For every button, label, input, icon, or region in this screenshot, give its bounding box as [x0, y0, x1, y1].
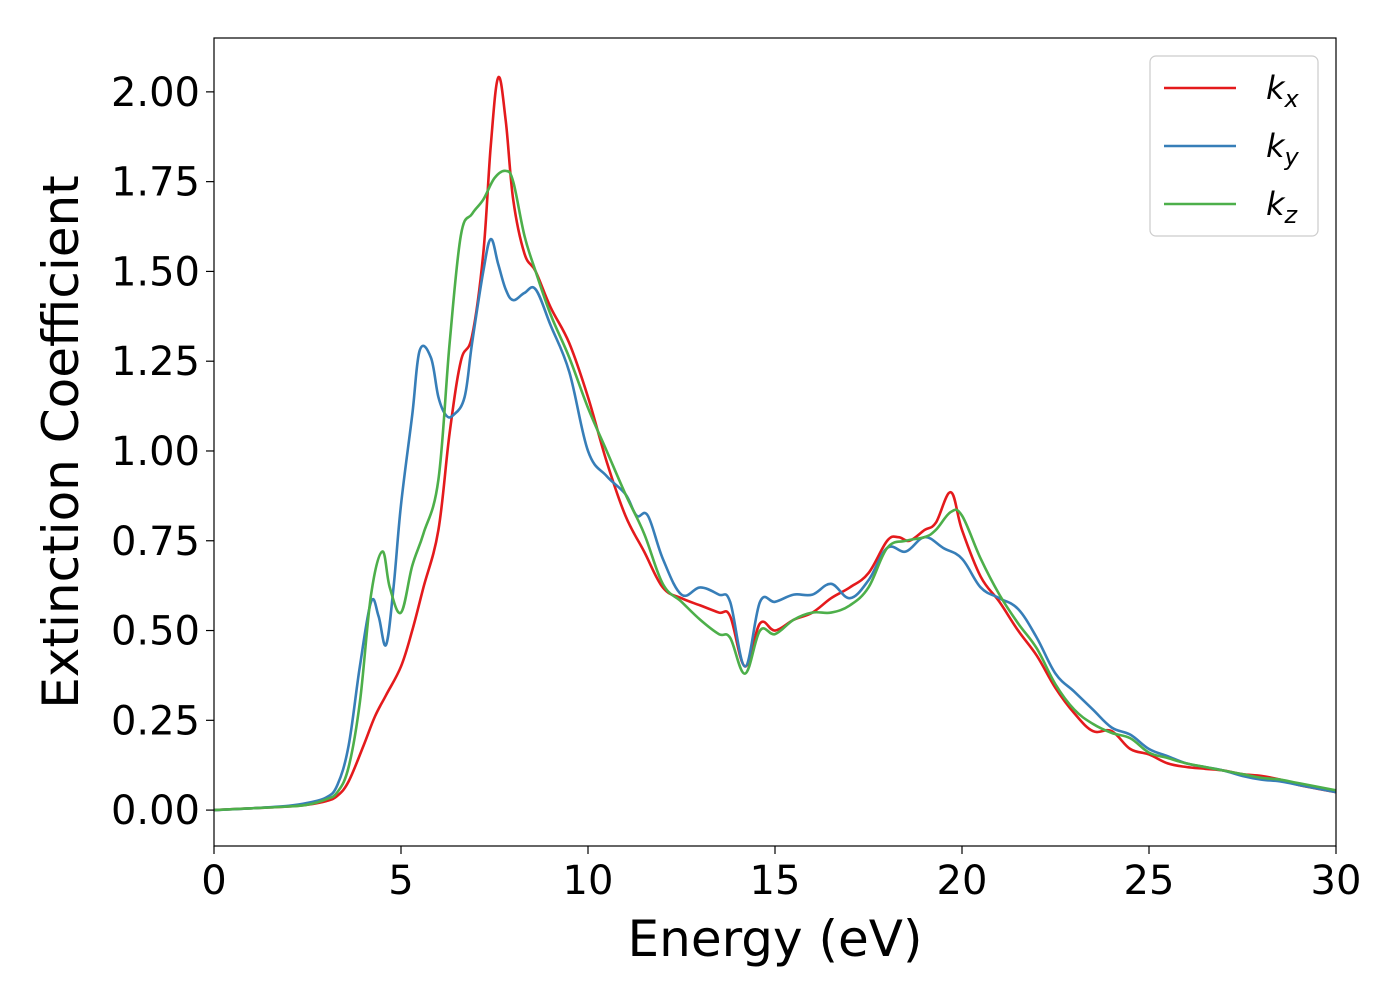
x-tick-label: 30	[1311, 858, 1362, 904]
x-tick-label: 10	[563, 858, 614, 904]
x-tick-label: 15	[750, 858, 801, 904]
legend-label-subscript: x	[1284, 85, 1300, 113]
legend-label-base: k	[1266, 127, 1286, 165]
legend-label-subscript: z	[1284, 201, 1299, 229]
series-line-kz	[214, 169, 1336, 812]
legend-label-ky: ky	[1266, 127, 1300, 171]
x-axis-label: Energy (eV)	[628, 910, 923, 968]
series-line-ky	[214, 237, 1336, 812]
series-layer	[214, 75, 1336, 812]
legend-label-base: k	[1266, 185, 1286, 223]
x-axis: 0 5 10 15 20 25 30	[201, 846, 1361, 904]
x-tick-label: 20	[937, 858, 988, 904]
series-line-kx	[214, 75, 1336, 812]
y-tick-label: 0.75	[111, 519, 200, 565]
x-tick-label: 5	[388, 858, 413, 904]
y-tick-label: 1.75	[111, 160, 200, 206]
y-axis: 0.00 0.25 0.50 0.75 1.00 1.25 1.50 1.75 2.00	[111, 70, 214, 834]
legend-label-subscript: y	[1284, 143, 1300, 171]
y-tick-label: 0.00	[111, 788, 200, 834]
y-tick-label: 2.00	[111, 70, 200, 116]
x-tick-label: 25	[1124, 858, 1175, 904]
legend-label-kz: kz	[1266, 185, 1299, 229]
legend-label-kx: kx	[1266, 69, 1300, 113]
y-tick-label: 1.00	[111, 429, 200, 475]
y-axis-label: Extinction Coefficient	[32, 175, 90, 709]
y-tick-label: 1.25	[111, 339, 200, 385]
y-tick-label: 0.50	[111, 609, 200, 655]
y-tick-label: 1.50	[111, 249, 200, 295]
legend-label-base: k	[1266, 69, 1286, 107]
y-tick-label: 0.25	[111, 698, 200, 744]
x-tick-label: 0	[201, 858, 226, 904]
